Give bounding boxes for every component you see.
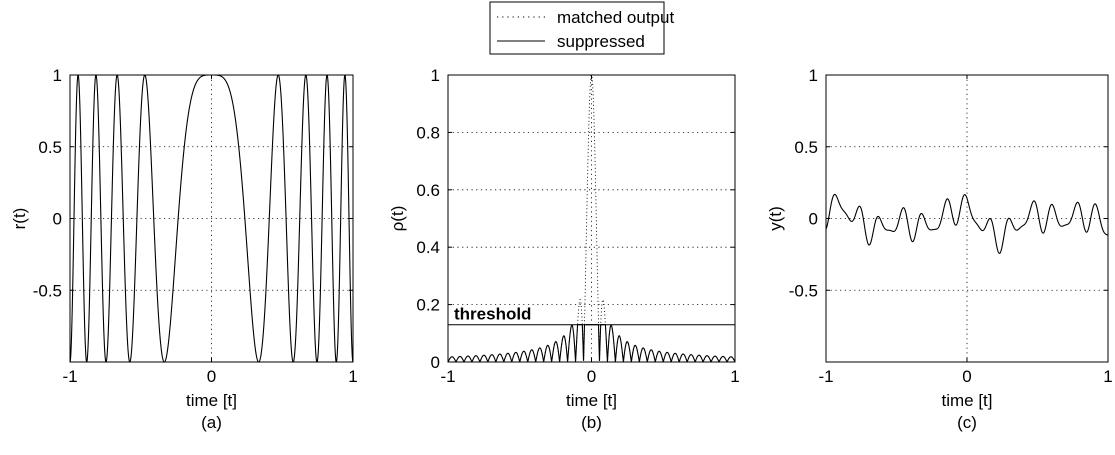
y-tick-label: 0.6 bbox=[416, 181, 440, 200]
y-tick-label: -0.5 bbox=[789, 281, 818, 300]
x-tick-label: 1 bbox=[730, 367, 739, 386]
y-tick-label: -0.5 bbox=[33, 281, 62, 300]
y-tick-label: 0.5 bbox=[794, 138, 818, 157]
x-tick-label: 0 bbox=[962, 367, 971, 386]
y-tick-label: 1 bbox=[809, 66, 818, 85]
x-tick-label: 0 bbox=[207, 367, 216, 386]
y-tick-label: 0 bbox=[809, 210, 818, 229]
panel-label: (b) bbox=[581, 413, 602, 432]
legend-entry-label: matched output bbox=[557, 8, 674, 27]
x-tick-label: -1 bbox=[62, 367, 77, 386]
chart-panel-c: -1 0 1 -0.5 0 0.5 1 time [t] (c) y(t) bbox=[766, 66, 1113, 432]
x-axis-label: time [t] bbox=[186, 391, 237, 410]
y-tick-label: 1 bbox=[431, 66, 440, 85]
y-tick-label: 0.2 bbox=[416, 296, 440, 315]
legend-entry-label: suppressed bbox=[557, 32, 645, 51]
legend: matched output suppressed bbox=[489, 1, 674, 55]
y-tick-label: 0 bbox=[431, 353, 440, 372]
y-axis-label: ρ(t) bbox=[388, 206, 407, 232]
x-axis-label: time [t] bbox=[566, 391, 617, 410]
x-tick-label: -1 bbox=[440, 367, 455, 386]
y-axis-label: r(t) bbox=[10, 208, 29, 230]
y-axis-label: y(t) bbox=[766, 206, 785, 231]
panel-label: (c) bbox=[957, 413, 977, 432]
y-tick-label: 0.5 bbox=[38, 138, 62, 157]
series-line-y bbox=[826, 193, 1108, 254]
threshold-label: threshold bbox=[454, 305, 531, 324]
panel-label: (a) bbox=[201, 413, 222, 432]
x-tick-label: 0 bbox=[587, 367, 596, 386]
y-tick-label: 0.8 bbox=[416, 123, 440, 142]
x-axis-label: time [t] bbox=[941, 391, 992, 410]
chart-panel-a: -1 0 1 -0.5 0 0.5 1 time [t] (a) r(t) bbox=[10, 66, 358, 432]
y-tick-label: 1 bbox=[53, 66, 62, 85]
y-tick-label: 0 bbox=[53, 210, 62, 229]
x-tick-label: 1 bbox=[1103, 367, 1112, 386]
x-tick-label: 1 bbox=[348, 367, 357, 386]
legend-box bbox=[489, 1, 665, 55]
y-tick-label: 0.4 bbox=[416, 238, 440, 257]
x-tick-label: -1 bbox=[818, 367, 833, 386]
